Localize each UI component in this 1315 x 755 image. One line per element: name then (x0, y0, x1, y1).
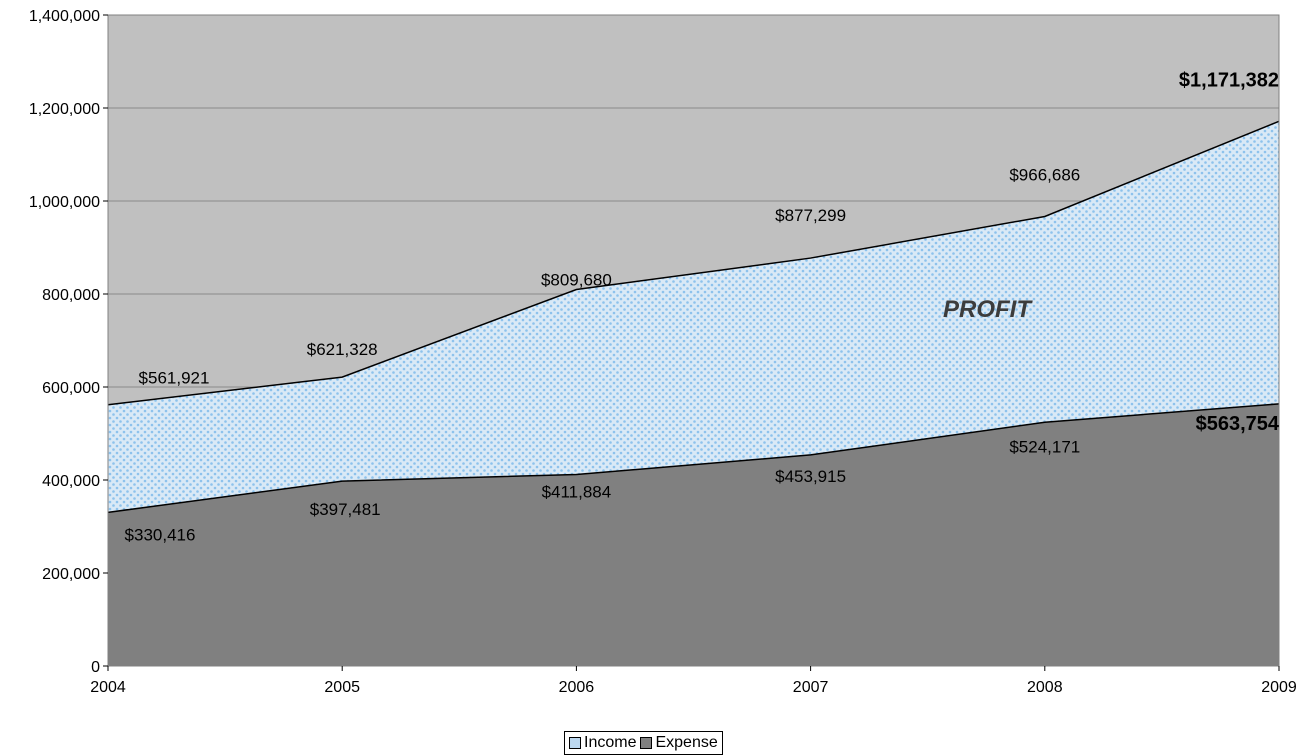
y-tick-label: 0 (91, 659, 100, 676)
x-tick-label: 2007 (793, 679, 829, 696)
expense-area (108, 403, 1279, 666)
expense-data-label: $411,884 (542, 482, 612, 501)
income-data-label: $561,921 (139, 369, 210, 388)
y-tick-label: 800,000 (42, 287, 100, 304)
y-tick-label: 1,200,000 (29, 101, 100, 118)
data-labels: $561,921 $621,328 $809,680 $877,299 $966,686… (125, 69, 1280, 544)
x-tick-label: 2006 (559, 679, 595, 696)
axes (107, 14, 1280, 667)
expense-data-label: $330,416 (125, 525, 196, 544)
expense-line (107, 403, 1280, 514)
y-tick-label: 1,000,000 (29, 194, 100, 211)
x-tick-label: 2004 (90, 679, 126, 696)
expense-data-label: $397,481 (310, 500, 381, 519)
legend-item-income[interactable]: Income (569, 734, 636, 752)
expense-data-label: $563,754 (1196, 413, 1280, 435)
income-data-label: $809,680 (541, 270, 612, 289)
income-data-label: $966,686 (1009, 165, 1080, 184)
y-tick-label: 400,000 (42, 473, 100, 490)
income-line (107, 120, 1280, 406)
x-tick-label: 2005 (324, 679, 360, 696)
income-data-label: $621,328 (307, 340, 378, 359)
profit-annotation: PROFIT (943, 296, 1033, 323)
x-tick-label: 2008 (1027, 679, 1063, 696)
y-axis-ticks: 0 200,000 400,000 600,000 800,000 1,000,000 1,… (29, 8, 108, 676)
expense-data-label: $453,915 (775, 467, 846, 486)
y-tick-label: 600,000 (42, 380, 100, 397)
x-axis-ticks: 2004 2005 2006 2007 2008 2009 (90, 666, 1297, 696)
legend-swatch-income (569, 737, 581, 749)
income-data-label: $877,299 (775, 206, 846, 225)
legend-label-expense: Expense (655, 734, 718, 751)
area-chart: 0 200,000 400,000 600,000 800,000 1,000,000 1,… (29, 8, 1297, 696)
legend-swatch-expense (640, 737, 653, 749)
x-tick-label: 2009 (1261, 679, 1297, 696)
plot-border (107, 14, 1280, 667)
y-tick-label: 200,000 (42, 566, 100, 583)
legend-label-income: Income (584, 734, 637, 751)
legend-item-expense[interactable]: Expense (640, 734, 718, 752)
legend: Income Expense (564, 731, 723, 755)
y-tick-label: 1,400,000 (29, 8, 100, 25)
expense-data-label: $524,171 (1009, 437, 1080, 456)
income-data-label: $1,171,382 (1179, 69, 1279, 91)
